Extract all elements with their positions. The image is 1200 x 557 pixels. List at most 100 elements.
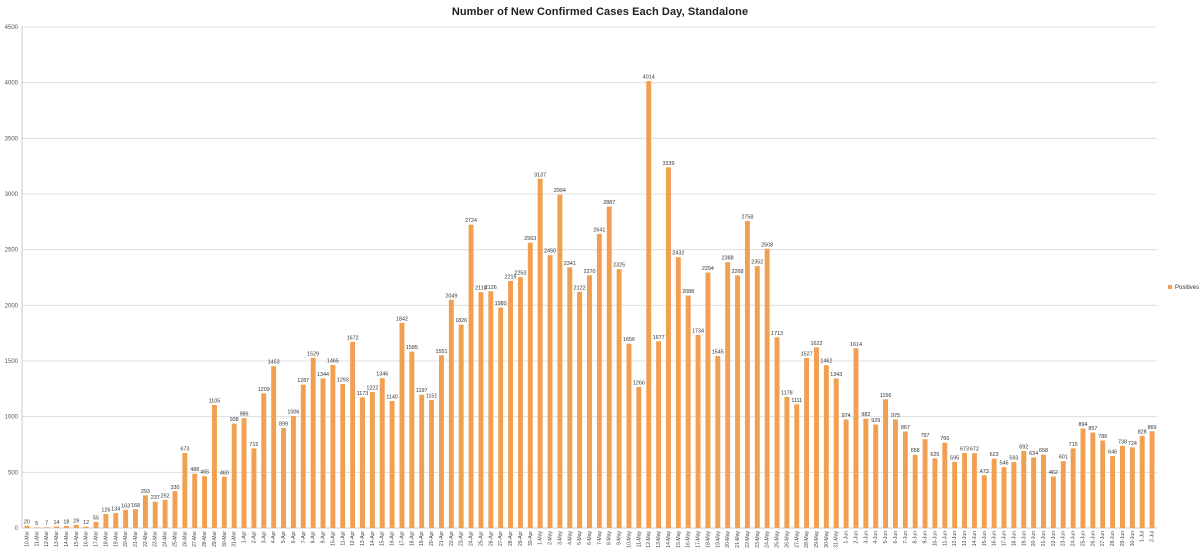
x-tick-label: 26-May — [784, 531, 790, 548]
x-tick-label: 12-May — [646, 531, 652, 548]
x-tick-label: 26-Jun — [1090, 531, 1096, 547]
x-tick-label: 10-Jun — [932, 531, 938, 547]
x-tick-label: 7-Apr — [301, 531, 307, 544]
data-label: 2450 — [544, 249, 556, 255]
bar — [843, 419, 849, 528]
bar — [1090, 432, 1096, 528]
data-label: 1105 — [209, 398, 221, 404]
x-tick-label: 30-Mar — [222, 531, 228, 547]
bar — [626, 343, 632, 528]
x-tick-label: 15-Apr — [380, 531, 386, 546]
data-label: 2268 — [732, 269, 744, 275]
x-tick-label: 17-Mar — [94, 531, 100, 547]
x-tick-label: 31-May — [834, 531, 840, 548]
x-tick-label: 8-May — [607, 531, 613, 545]
data-label: 2122 — [574, 285, 586, 291]
bar — [863, 418, 869, 528]
data-label: 1344 — [317, 372, 329, 378]
x-tick-label: 2-Jul — [1150, 531, 1156, 542]
bar — [123, 509, 129, 528]
data-label: 715 — [249, 442, 258, 448]
data-label: 1222 — [366, 385, 378, 391]
data-label: 546 — [1000, 461, 1009, 467]
data-label: 20 — [24, 519, 30, 525]
bar — [231, 423, 237, 528]
bar — [981, 475, 987, 528]
chart-title: Number of New Confirmed Cases Each Day, … — [451, 6, 749, 18]
data-label: 2758 — [741, 214, 753, 220]
x-tick-label: 11-Mar — [34, 531, 40, 547]
data-label: 293 — [141, 489, 150, 495]
data-label: 601 — [1059, 455, 1068, 461]
data-label: 2641 — [593, 227, 605, 233]
data-label: 786 — [1098, 434, 1107, 440]
bar — [537, 178, 543, 528]
bar — [517, 277, 523, 528]
bar — [1129, 447, 1135, 528]
x-tick-label: 6-Apr — [291, 531, 297, 544]
bar — [606, 206, 612, 528]
bar — [172, 491, 178, 528]
data-label: 974 — [842, 413, 851, 419]
bar — [902, 431, 908, 528]
x-tick-label: 14-Apr — [370, 531, 376, 546]
bar — [498, 307, 504, 528]
bar — [725, 262, 731, 528]
data-label: 163 — [121, 503, 130, 509]
bar — [656, 341, 662, 528]
bar — [93, 521, 99, 528]
x-tick-label: 20-Jun — [1031, 531, 1037, 547]
x-tick-label: 1-Jul — [1140, 531, 1146, 542]
x-tick-label: 21-Apr — [439, 531, 445, 546]
data-label: 1140 — [386, 395, 398, 401]
bar — [705, 272, 711, 528]
bar — [478, 292, 484, 528]
data-label: 330 — [170, 485, 179, 491]
data-label: 623 — [990, 452, 999, 458]
bar — [932, 458, 938, 528]
bar — [695, 334, 701, 528]
data-label: 1826 — [455, 318, 467, 324]
bar — [419, 394, 425, 528]
bar — [804, 357, 810, 528]
x-tick-label: 7-May — [597, 531, 603, 545]
x-tick-label: 20-May — [725, 531, 731, 548]
data-label: 2219 — [505, 274, 517, 280]
bar — [1031, 457, 1037, 528]
x-tick-label: 25-Jun — [1080, 531, 1086, 547]
data-label: 724 — [1128, 441, 1137, 447]
data-label: 2563 — [524, 236, 536, 242]
data-label: 1462 — [820, 359, 832, 365]
data-label: 1173 — [357, 391, 369, 397]
x-tick-label: 21-Mar — [133, 531, 139, 547]
data-label: 488 — [190, 467, 199, 473]
bar — [942, 442, 948, 528]
data-label: 1209 — [258, 387, 270, 393]
data-label: 1734 — [692, 328, 704, 334]
x-tick-label: 2-Jun — [853, 531, 859, 544]
x-tick-label: 21-May — [735, 531, 741, 548]
x-tick-label: 12-Jun — [952, 531, 958, 547]
data-label: 1293 — [337, 378, 349, 384]
bar — [1050, 476, 1056, 528]
x-tick-label: 5-Jun — [883, 531, 889, 544]
bar — [83, 526, 89, 528]
bar — [429, 399, 435, 528]
bar — [971, 453, 977, 528]
x-tick-label: 30-May — [824, 531, 830, 548]
x-tick-label: 29-Jun — [1120, 531, 1126, 547]
data-label: 2724 — [465, 218, 477, 224]
data-label: 869 — [1148, 425, 1157, 431]
x-tick-label: 10-May — [626, 531, 632, 548]
bars — [24, 81, 1155, 529]
x-tick-label: 13-Apr — [360, 531, 366, 546]
x-tick-label: 14-Jun — [972, 531, 978, 547]
bar — [438, 355, 444, 528]
x-tick-label: 1-Jun — [844, 531, 850, 544]
bar — [73, 524, 79, 528]
data-label: 2432 — [672, 251, 684, 257]
x-tick-label: 9-May — [617, 531, 623, 545]
data-label: 4014 — [643, 75, 655, 81]
bar — [1070, 448, 1076, 528]
x-tick-label: 4-Apr — [271, 531, 277, 544]
